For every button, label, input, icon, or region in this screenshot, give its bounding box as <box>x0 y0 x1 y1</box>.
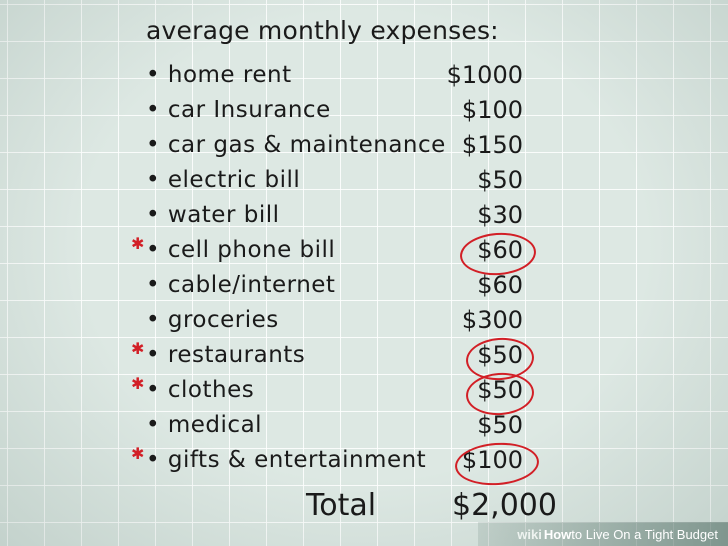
total-value: $2,000 <box>452 488 557 523</box>
expense-amount: $50 <box>477 166 523 194</box>
expense-amount: $300 <box>461 306 523 334</box>
expense-amount: $100 <box>461 446 523 474</box>
expense-row: • medical $50 <box>0 408 728 443</box>
expense-row: ✱ • clothes $50 <box>0 373 728 408</box>
expense-label: • cable/internet <box>146 272 336 298</box>
expense-row: • cable/internet $60 <box>0 268 728 303</box>
expense-amount: $150 <box>461 131 523 159</box>
expense-label: • car Insurance <box>146 97 331 123</box>
wiki-logo-text: wiki <box>517 526 542 542</box>
expense-row: • home rent $1000 <box>0 58 728 93</box>
expense-row: ✱ • gifts & entertainment $100 <box>0 443 728 478</box>
expense-row: • groceries $300 <box>0 303 728 338</box>
how-text: How <box>543 526 572 542</box>
expense-row: ✱ • cell phone bill $60 <box>0 233 728 268</box>
expense-row: • electric bill $50 <box>0 163 728 198</box>
asterisk-icon: ✱ <box>131 234 145 253</box>
expense-amount: $50 <box>477 341 523 369</box>
expense-label: • restaurants <box>146 342 306 368</box>
expense-label: • groceries <box>146 307 279 333</box>
total-label: Total <box>306 488 377 523</box>
expense-amount: $1000 <box>446 61 523 89</box>
expense-label: • gifts & entertainment <box>146 447 427 473</box>
asterisk-icon: ✱ <box>131 444 145 463</box>
expense-amount: $50 <box>477 376 523 404</box>
expense-amount: $100 <box>461 96 523 124</box>
wikihow-footer: wiki How to Live On a Tight Budget <box>478 522 728 546</box>
expense-row: • car gas & maintenance $150 <box>0 128 728 163</box>
expense-row: • water bill $30 <box>0 198 728 233</box>
asterisk-icon: ✱ <box>131 374 145 393</box>
expense-row: • car Insurance $100 <box>0 93 728 128</box>
expense-label: • clothes <box>146 377 255 403</box>
expense-label: • water bill <box>146 202 280 228</box>
expense-label: • car gas & maintenance <box>146 132 446 158</box>
expense-row: ✱ • restaurants $50 <box>0 338 728 373</box>
asterisk-icon: ✱ <box>131 339 145 358</box>
expense-label: • electric bill <box>146 167 301 193</box>
expense-amount: $60 <box>477 271 523 299</box>
expense-amount: $30 <box>477 201 523 229</box>
expense-amount: $50 <box>477 411 523 439</box>
expense-amount: $60 <box>477 236 523 264</box>
footer-title: to Live On a Tight Budget <box>571 526 718 542</box>
page-heading: average monthly expenses: <box>146 16 499 45</box>
expense-label: • medical <box>146 412 263 438</box>
expense-label: • cell phone bill <box>146 237 336 263</box>
expense-label: • home rent <box>146 62 292 88</box>
